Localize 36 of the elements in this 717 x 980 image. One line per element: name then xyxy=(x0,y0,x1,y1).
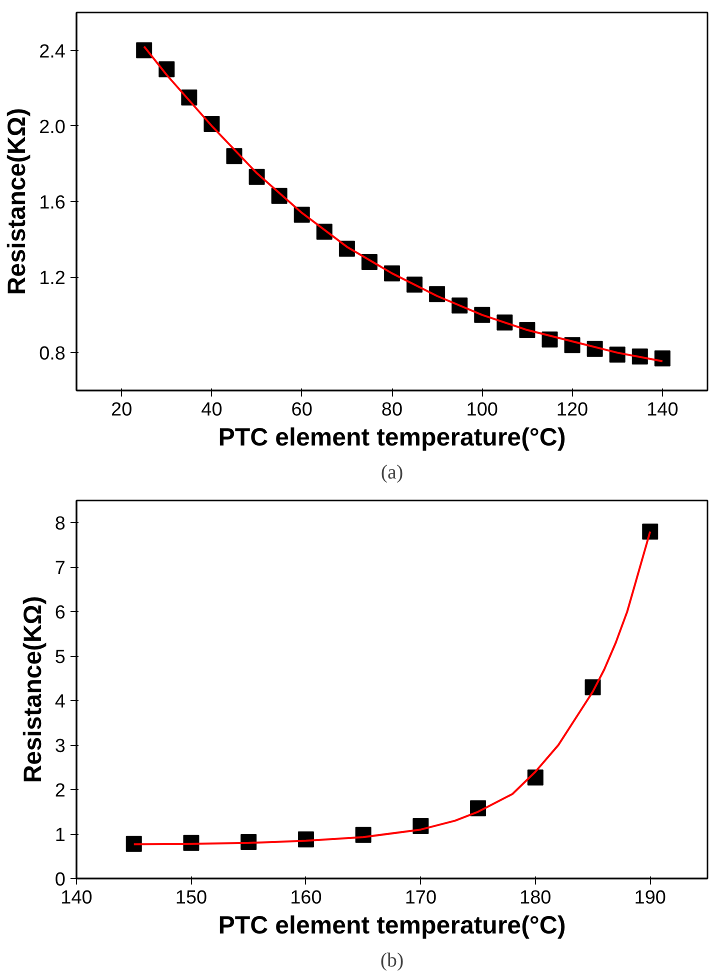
y-tick-label: 1.6 xyxy=(39,192,66,214)
x-tick-label: 100 xyxy=(466,400,498,420)
text: (b) xyxy=(380,950,404,972)
y-tick-label: 2.0 xyxy=(39,116,66,138)
text: (a) xyxy=(380,462,404,484)
x-tick-label: 20 xyxy=(111,400,132,420)
point xyxy=(654,350,670,366)
x-tick-label: 120 xyxy=(556,400,588,420)
point xyxy=(642,524,658,540)
x-tick-label: 40 xyxy=(201,400,222,420)
y-tick-label: 6 xyxy=(54,602,66,624)
x-tick-label: 170 xyxy=(404,888,437,908)
y-tick-label: 8 xyxy=(54,514,66,535)
y-tick-label: 1.2 xyxy=(39,268,66,290)
point xyxy=(126,836,142,852)
y-tick-label: 2.4 xyxy=(39,41,66,62)
y-axis-title: Resistance(KΩ) xyxy=(18,596,47,783)
x-tick-label: 160 xyxy=(290,888,322,908)
y-tick-label: 4 xyxy=(54,692,66,713)
x-tick-label: 60 xyxy=(291,400,312,420)
y-axis-title: Resistance(KΩ) xyxy=(3,108,32,295)
y-tick-label: 0.8 xyxy=(39,344,66,365)
y-tick-label: 7 xyxy=(54,558,66,580)
x-axis-title: PTC element temperature(°C) xyxy=(218,424,566,452)
x-tick-label: 80 xyxy=(381,400,403,420)
x-tick-label: 140 xyxy=(646,400,678,420)
y-tick-label: 2 xyxy=(54,780,66,802)
y-tick-label: 1 xyxy=(54,825,66,846)
x-tick-label: 190 xyxy=(634,888,666,908)
y-tick-label: 3 xyxy=(54,736,66,758)
x-tick-label: 150 xyxy=(175,888,208,908)
x-tick-label: 140 xyxy=(60,888,92,908)
x-tick-label: 180 xyxy=(520,888,552,908)
y-tick-label: 5 xyxy=(54,647,66,668)
x-axis-title: PTC element temperature(°C) xyxy=(218,912,566,940)
y-tick-label: 0 xyxy=(54,870,66,890)
